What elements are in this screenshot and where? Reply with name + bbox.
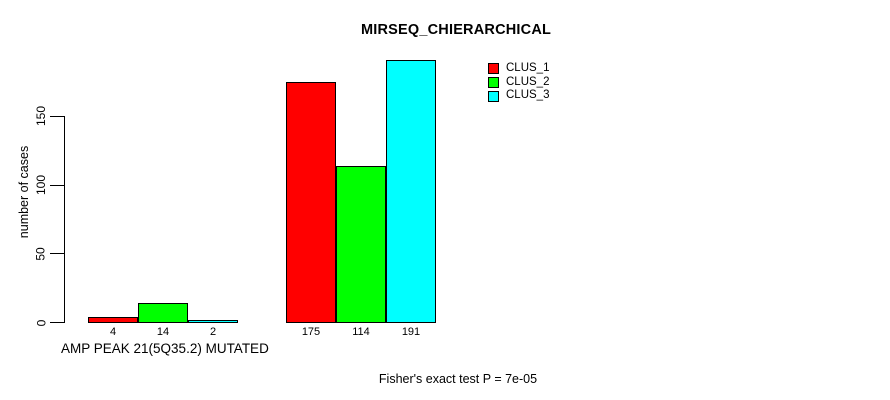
bar-clus_3 [188,319,238,323]
y-tick-label: 50 [33,247,48,261]
bar-clus_3 [386,59,436,323]
y-tick [50,115,64,117]
bar-value-label: 14 [156,326,170,338]
bar-value-label: 175 [301,326,321,338]
x-group-label: AMP PEAK 21(5Q35.2) MUTATED [61,341,269,356]
y-tick-label-wrap: 100 [33,174,49,196]
legend-label: CLUS_3 [506,89,550,102]
bar-value-label: 2 [209,326,217,338]
legend-item: CLUS_1 [488,62,549,76]
y-axis-label-wrap: number of cases [16,146,32,238]
bar-value-label: 191 [401,326,421,338]
y-tick [50,253,64,255]
chart-title: MIRSEQ_CHIERARCHICAL [360,22,552,38]
bar-clus_1 [88,317,138,323]
y-axis-label: number of cases [17,145,32,239]
y-tick-label: 0 [34,319,48,326]
bar-value-label: 4 [109,326,117,338]
y-tick-label-wrap: 150 [33,106,49,127]
legend-label: CLUS_2 [506,75,550,88]
bar-clus_2 [336,165,386,323]
y-tick-label-wrap: 50 [33,246,49,262]
legend-label: CLUS_1 [506,62,550,75]
legend-item: CLUS_2 [488,76,549,90]
y-axis-line [64,116,65,323]
y-tick [50,322,64,323]
bar-clus_1 [286,81,336,323]
y-tick-label: 100 [34,174,48,196]
legend-swatch-icon [488,77,499,89]
footnote: Fisher's exact test P = 7e-05 [378,372,538,386]
bar-clus_2 [138,303,188,323]
legend-item: CLUS_3 [488,89,549,103]
legend-swatch-icon [488,63,499,75]
bar-value-label: 114 [352,326,370,338]
y-tick-label: 150 [34,106,48,127]
legend-swatch-icon [488,90,499,102]
y-tick [50,184,64,186]
legend: CLUS_1 CLUS_2 CLUS_3 [488,62,549,103]
y-tick-label-wrap: 0 [33,315,49,331]
